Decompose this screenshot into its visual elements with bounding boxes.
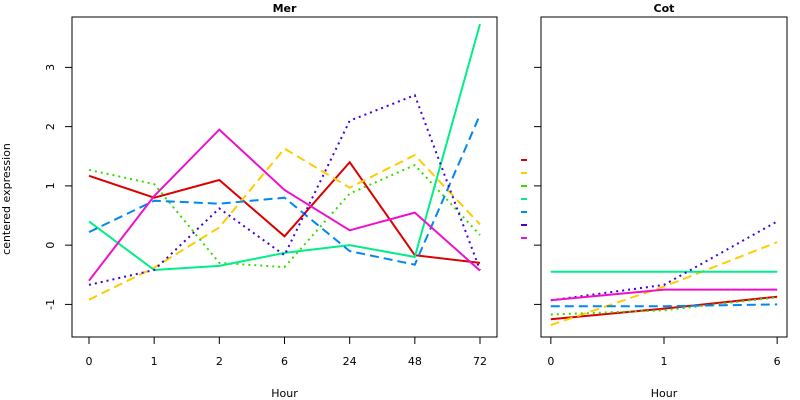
y-tick-label: 3 [44, 64, 57, 71]
x-tick-label: 24 [343, 355, 357, 368]
series-line-6 [550, 220, 778, 302]
x-tick-label: 0 [86, 355, 93, 368]
y-tick-label: 0 [44, 242, 57, 249]
panels: Mer 0 1 2 6 24 48 72 Hour -1 0 1 2 3 Cot 0 1 6 Hour [44, 2, 788, 400]
x-tick-label: 6 [774, 355, 781, 368]
x-tick-label: 0 [547, 355, 554, 368]
panel-title: Cot [654, 2, 675, 15]
series-line-5 [88, 114, 481, 266]
x-tick-label: 72 [473, 355, 487, 368]
series-line-6 [88, 93, 481, 286]
legend [521, 159, 527, 239]
x-tick-label: 6 [281, 355, 288, 368]
series-line-7 [550, 288, 778, 302]
y-axis-label: centered expression [0, 143, 13, 255]
y-tick-label: 1 [44, 182, 57, 189]
x-tick-label: 48 [408, 355, 422, 368]
series-line-5 [550, 303, 778, 308]
panel-title: Mer [273, 2, 297, 15]
x-tick-label: 2 [216, 355, 223, 368]
plot-frame [71, 16, 498, 338]
series-line-4 [88, 23, 481, 272]
panel-cot: Cot 0 1 6 Hour [534, 2, 788, 400]
series-line-3 [88, 163, 481, 269]
panel-mer: Mer 0 1 2 6 24 48 72 Hour -1 0 1 2 3 [44, 2, 498, 400]
x-axis-label: Hour [271, 387, 298, 400]
y-tick-label: 2 [44, 123, 57, 130]
x-tick-label: 1 [151, 355, 158, 368]
series-line-7 [88, 128, 481, 282]
y-tick-label: -1 [44, 299, 57, 310]
series-line-2 [550, 241, 778, 327]
x-tick-label: 1 [661, 355, 668, 368]
series-line-2 [88, 147, 481, 301]
series-line-1 [550, 295, 778, 321]
x-axis-label: Hour [651, 387, 678, 400]
series-line-3 [550, 296, 778, 316]
